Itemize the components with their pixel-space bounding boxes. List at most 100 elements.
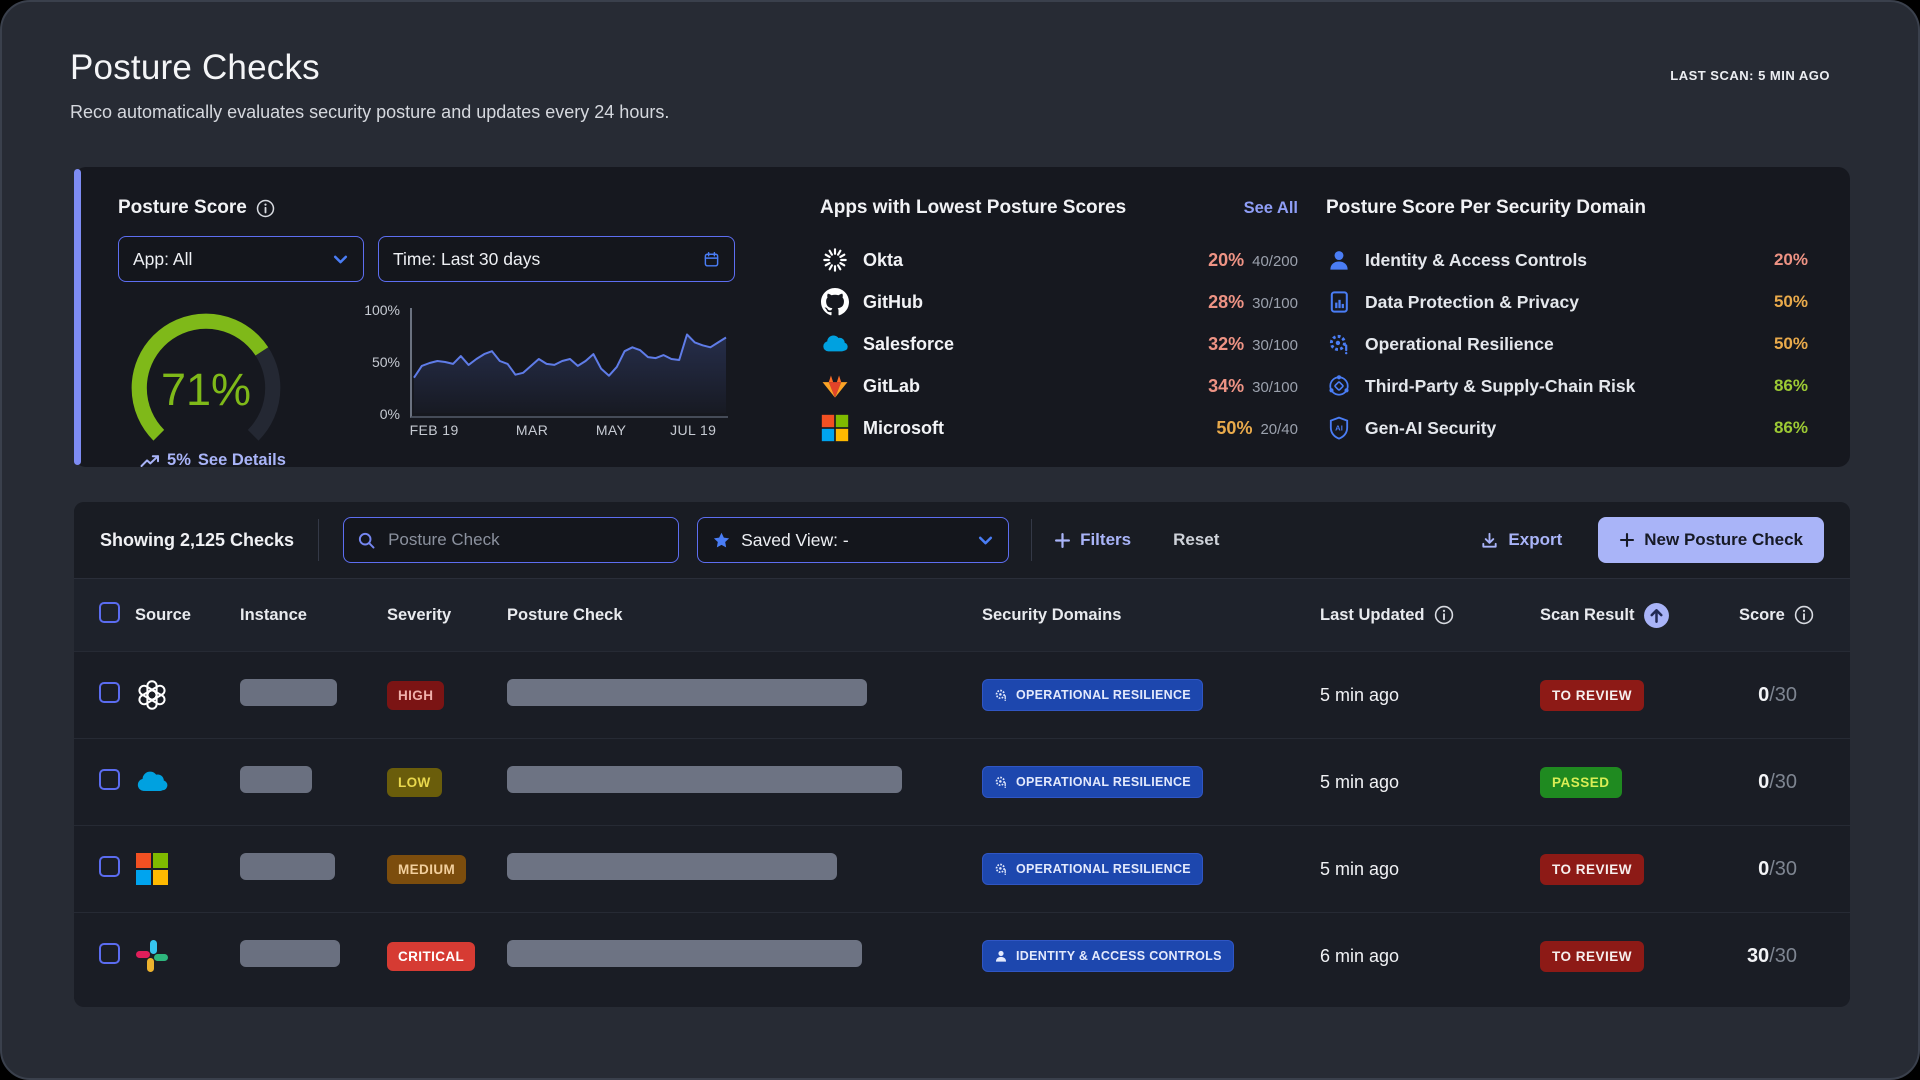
domain-name: Data Protection & Privacy: [1365, 292, 1579, 313]
app-filter-select[interactable]: App: All: [118, 236, 364, 282]
col-score: Score: [1739, 605, 1826, 625]
reset-button[interactable]: Reset: [1173, 530, 1219, 550]
app-score-percent: 34%: [1208, 376, 1244, 397]
salesforce-icon: [135, 765, 169, 799]
score-value: 30/30: [1739, 945, 1825, 968]
row-checkbox[interactable]: [99, 682, 120, 703]
calendar-icon: [703, 251, 720, 268]
info-icon[interactable]: [1434, 605, 1454, 625]
microsoft-icon: [821, 414, 849, 442]
table-row: CRITICAL IDENTITY & ACCESS CONTROLS 6 mi…: [74, 912, 1850, 999]
see-all-link[interactable]: See All: [1244, 199, 1298, 218]
table-toolbar: Showing 2,125 Checks Saved View: - Filte…: [74, 502, 1850, 578]
app-score-fraction: 40/200: [1252, 253, 1298, 270]
saved-view-select[interactable]: Saved View: -: [697, 517, 1009, 563]
filters-button[interactable]: Filters: [1054, 530, 1131, 550]
star-icon: [712, 531, 731, 550]
instance-redacted: [240, 853, 335, 880]
posture-score-gauge: 71% 5% See Details: [120, 302, 306, 474]
slack-icon: [135, 939, 169, 973]
page-header: Posture Checks Reco automatically evalua…: [70, 48, 669, 123]
domain-name: Identity & Access Controls: [1365, 250, 1587, 271]
last-updated-value: 5 min ago: [1320, 685, 1540, 706]
app-name: Okta: [863, 250, 903, 271]
app-list-item: Salesforce 32% 30/100: [820, 323, 1298, 365]
score-value: 0/30: [1739, 684, 1825, 707]
sort-asc-icon: [1643, 602, 1670, 629]
app-list-item: GitLab 34% 30/100: [820, 365, 1298, 407]
app-filter-value: App: All: [133, 249, 192, 270]
divider: [1031, 519, 1032, 561]
chart-x-axis-labels: FEB 19MARMAYJUL 19: [412, 422, 728, 442]
row-checkbox[interactable]: [99, 769, 120, 790]
lowest-apps-section: Apps with Lowest Posture Scores See All …: [820, 197, 1298, 449]
domain-name: Third-Party & Supply-Chain Risk: [1365, 376, 1635, 397]
plus-icon: [1619, 532, 1635, 548]
domain-scores-title: Posture Score Per Security Domain: [1326, 197, 1808, 219]
domain-list-item: AI Gen-AI Security 86%: [1326, 407, 1808, 449]
app-name: GitLab: [863, 376, 920, 397]
score-value: 0/30: [1739, 858, 1825, 881]
table-row: LOW OPERATIONAL RESILIENCE 5 min ago PAS…: [74, 738, 1850, 825]
col-posture-check: Posture Check: [507, 606, 982, 625]
search-icon: [357, 531, 376, 550]
app-name: Salesforce: [863, 334, 954, 355]
instance-redacted: [240, 679, 337, 706]
security-domain-badge[interactable]: OPERATIONAL RESILIENCE: [982, 766, 1203, 798]
app-window: Posture Checks Reco automatically evalua…: [0, 0, 1920, 1080]
posture-check-redacted: [507, 940, 862, 967]
calendar-icon: [703, 251, 720, 268]
info-icon[interactable]: [1794, 605, 1814, 625]
time-filter-select[interactable]: Time: Last 30 days: [378, 236, 735, 282]
trend-up-icon: [140, 454, 160, 468]
star-icon: [712, 531, 731, 550]
security-domain-badge[interactable]: OPERATIONAL RESILIENCE: [982, 679, 1203, 711]
chevron-down-icon: [332, 251, 349, 268]
posture-trend-chart: 100%50%0% FEB 19MAR: [356, 308, 728, 474]
x-tick-label: MAY: [596, 422, 627, 438]
col-last-updated: Last Updated: [1320, 605, 1540, 625]
security-domain-badge[interactable]: OPERATIONAL RESILIENCE: [982, 853, 1203, 885]
domain-score-percent: 20%: [1774, 250, 1808, 270]
col-instance: Instance: [240, 606, 387, 625]
col-source: Source: [135, 606, 240, 625]
export-button[interactable]: Export: [1480, 530, 1562, 550]
app-list-item: GitHub 28% 30/100: [820, 281, 1298, 323]
supply-chain-icon: [1327, 374, 1351, 398]
score-value: 0/30: [1739, 771, 1825, 794]
severity-badge: HIGH: [387, 681, 444, 710]
row-checkbox[interactable]: [99, 943, 120, 964]
severity-badge: MEDIUM: [387, 855, 466, 884]
microsoft-icon: [135, 852, 169, 886]
x-tick-label: JUL 19: [670, 422, 716, 438]
domain-list-item: Data Protection & Privacy 50%: [1326, 281, 1808, 323]
trend-area: [414, 335, 726, 414]
row-checkbox[interactable]: [99, 856, 120, 877]
new-posture-check-button[interactable]: New Posture Check: [1598, 517, 1824, 563]
posture-check-redacted: [507, 853, 837, 880]
see-details-link[interactable]: See Details: [198, 451, 286, 470]
search-box: [343, 517, 679, 563]
info-icon: [256, 199, 275, 218]
chevron-down-icon: [977, 532, 994, 549]
last-updated-value: 6 min ago: [1320, 946, 1540, 967]
y-tick-label: 50%: [372, 354, 400, 370]
search-input[interactable]: [386, 529, 665, 551]
info-icon[interactable]: [256, 199, 275, 218]
y-tick-label: 0%: [380, 406, 400, 422]
table-row: MEDIUM OPERATIONAL RESILIENCE 5 min ago …: [74, 825, 1850, 912]
sort-ascending-icon[interactable]: [1643, 602, 1670, 629]
plus-icon: [1054, 532, 1071, 549]
chevron-down-icon: [977, 532, 994, 549]
last-updated-value: 5 min ago: [1320, 859, 1540, 880]
security-domain-badge[interactable]: IDENTITY & ACCESS CONTROLS: [982, 940, 1234, 972]
download-icon: [1480, 531, 1499, 550]
info-icon: [1434, 605, 1454, 625]
domain-list-item: Third-Party & Supply-Chain Risk 86%: [1326, 365, 1808, 407]
okta-icon: [821, 246, 849, 274]
info-icon: [1794, 605, 1814, 625]
posture-checks-table-card: Showing 2,125 Checks Saved View: - Filte…: [74, 502, 1850, 1007]
select-all-checkbox[interactable]: [99, 602, 120, 623]
plus-icon: [1619, 532, 1635, 548]
app-score-percent: 32%: [1208, 334, 1244, 355]
